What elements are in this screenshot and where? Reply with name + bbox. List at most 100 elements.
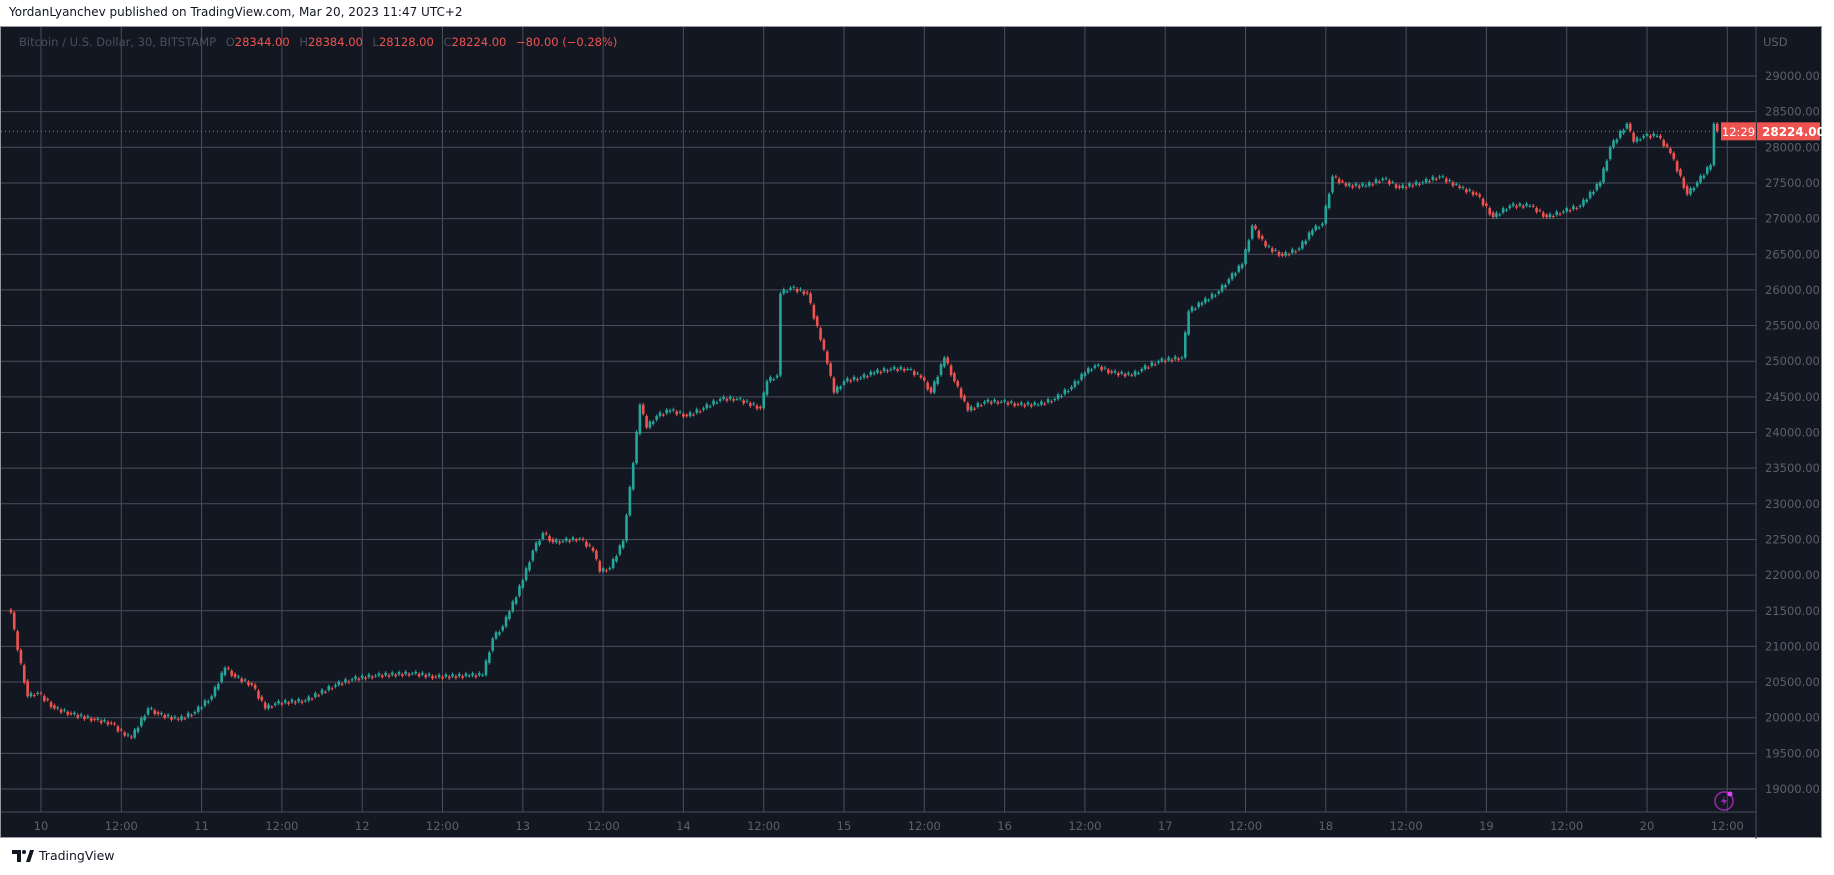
- candle: [966, 401, 970, 413]
- candle: [538, 538, 541, 547]
- candle-body: [1388, 180, 1391, 185]
- candle-body: [441, 676, 444, 679]
- candle: [856, 377, 859, 382]
- candle-body: [22, 665, 26, 683]
- price-axis[interactable]: 19000.00 19500.00 20000.00 20500.00 21000.00…: [1765, 69, 1820, 796]
- symbol-name[interactable]: Bitcoin / U.S. Dollar, 30, BITSTAMP: [19, 35, 217, 49]
- candle-body: [320, 689, 324, 694]
- candle: [541, 531, 545, 541]
- candle: [795, 287, 799, 294]
- last-price-badge-bg: [1757, 122, 1820, 141]
- candle: [1224, 283, 1227, 290]
- candle: [521, 578, 525, 590]
- candle-body: [1204, 298, 1207, 303]
- candle-body: [59, 709, 63, 713]
- candle-body: [665, 409, 668, 414]
- candle-body: [949, 365, 953, 376]
- candle: [1475, 191, 1478, 197]
- candle: [926, 380, 929, 392]
- candle: [1207, 298, 1210, 303]
- candle-body: [892, 366, 896, 370]
- candle: [206, 699, 210, 705]
- candle: [655, 414, 658, 422]
- candle: [879, 370, 883, 375]
- candle: [176, 717, 180, 722]
- candle-body: [1036, 404, 1040, 406]
- candle: [106, 720, 110, 727]
- candle: [785, 289, 789, 294]
- candle-body: [414, 671, 418, 674]
- candle: [56, 705, 60, 711]
- candle: [832, 376, 836, 395]
- candle-body: [1535, 208, 1538, 213]
- candle: [1063, 387, 1067, 396]
- candle-body: [1274, 249, 1277, 251]
- candle-body: [501, 626, 505, 631]
- candle-body: [1250, 225, 1254, 239]
- candle: [1565, 206, 1568, 214]
- candle-body: [223, 667, 227, 675]
- candle: [615, 554, 618, 563]
- candle-body: [1401, 184, 1405, 188]
- candle: [143, 714, 147, 722]
- candle-body: [742, 400, 745, 404]
- candlestick-chart[interactable]: 19000.00 19500.00 20000.00 20500.00 21000.00…: [1, 27, 1823, 839]
- footer[interactable]: TradingView: [12, 848, 115, 863]
- candle: [1495, 210, 1498, 219]
- candle-body: [1418, 183, 1421, 185]
- candle: [675, 409, 679, 417]
- candle: [508, 609, 511, 621]
- candle-body: [96, 718, 100, 720]
- candle: [404, 669, 407, 676]
- time-axis[interactable]: 10 12:00 11 12:00 12 12:00 13 12:00 14 12:00 15 12:…: [34, 819, 1744, 833]
- candle: [39, 690, 43, 696]
- lightning-icon[interactable]: [1714, 791, 1734, 811]
- candle-body: [1391, 182, 1395, 184]
- open-value: 28344.00: [234, 35, 290, 49]
- candle: [280, 701, 284, 707]
- candle: [153, 708, 157, 716]
- candle: [1602, 166, 1605, 185]
- candle: [180, 714, 183, 722]
- candle-body: [387, 675, 391, 677]
- candle-body: [979, 405, 983, 407]
- candle: [1153, 362, 1157, 367]
- candle: [1230, 271, 1234, 281]
- candle-body: [1545, 214, 1548, 218]
- candle: [1444, 176, 1448, 184]
- candle-body: [1448, 180, 1451, 182]
- candle: [1160, 356, 1164, 363]
- time-tick-label: 17: [1158, 819, 1173, 833]
- chart-frame[interactable]: 19000.00 19500.00 20000.00 20500.00 21000.00…: [0, 26, 1823, 839]
- candle: [394, 672, 397, 679]
- candle-body: [1110, 371, 1113, 373]
- candle: [63, 707, 66, 713]
- candle: [668, 408, 672, 414]
- candle: [364, 675, 367, 681]
- candle: [802, 289, 806, 296]
- candle: [300, 699, 304, 705]
- time-tick-label: 11: [194, 819, 209, 833]
- candle-body: [705, 404, 709, 409]
- candle: [1461, 185, 1465, 190]
- candle: [923, 375, 926, 383]
- candle: [387, 673, 391, 679]
- candle-body: [819, 328, 822, 340]
- candle-body: [969, 406, 973, 411]
- candle: [350, 677, 354, 683]
- candle-body: [9, 609, 13, 613]
- grid: [1, 27, 1756, 812]
- candle: [534, 540, 538, 553]
- candle: [166, 713, 170, 718]
- candle-body: [350, 679, 354, 681]
- candle: [1649, 134, 1652, 140]
- candle-body: [1555, 211, 1558, 215]
- candle-body: [595, 550, 598, 560]
- candle-body: [106, 721, 110, 725]
- candle: [936, 375, 939, 386]
- candle: [370, 674, 374, 680]
- candle-body: [130, 736, 133, 738]
- candle: [1113, 369, 1117, 375]
- candle-body: [1210, 293, 1214, 299]
- candle: [183, 716, 187, 721]
